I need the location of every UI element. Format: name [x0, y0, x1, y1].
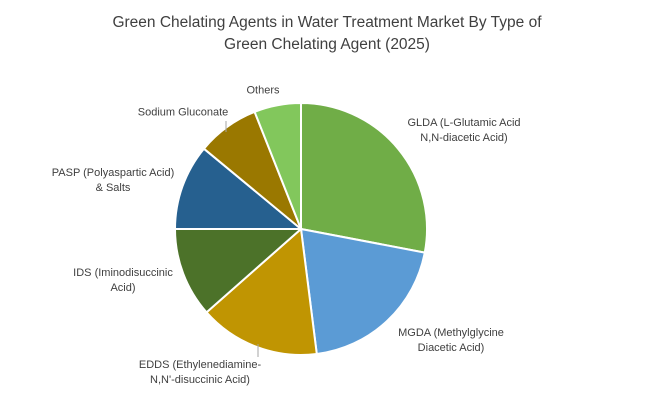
pie-slice-edds	[205, 228, 318, 356]
chart-title-line1: Green Chelating Agents in Water Treatmen…	[112, 14, 542, 31]
pie-slice-ids	[174, 228, 302, 314]
slice-label-glda: GLDA (L-Glutamic Acid N,N-diacetic Acid)	[407, 117, 521, 144]
slice-label-pasp: PASP (Polyaspartic Acid) & Salts	[51, 167, 175, 194]
slice-label-sodium-gluconate: Sodium Gluconate	[137, 106, 229, 119]
chart-title-line2: Green Chelating Agent (2025)	[224, 36, 430, 53]
slice-label-edds: EDDS (Ethylenediamine- N,N'-disuccinic A…	[138, 359, 262, 386]
slice-label-ids: IDS (Iminodisuccinic Acid)	[73, 267, 173, 294]
pie-slice-others	[253, 102, 302, 230]
slice-label-others: Others	[246, 84, 280, 97]
pie-slice-pasp	[174, 147, 302, 230]
chart-title: Green Chelating Agents in Water Treatmen…	[77, 12, 577, 56]
pie-slice-glda	[300, 102, 428, 254]
pie-slice-mgda	[300, 228, 426, 356]
slice-label-mgda: MGDA (Methylglycine Diacetic Acid)	[398, 327, 504, 354]
